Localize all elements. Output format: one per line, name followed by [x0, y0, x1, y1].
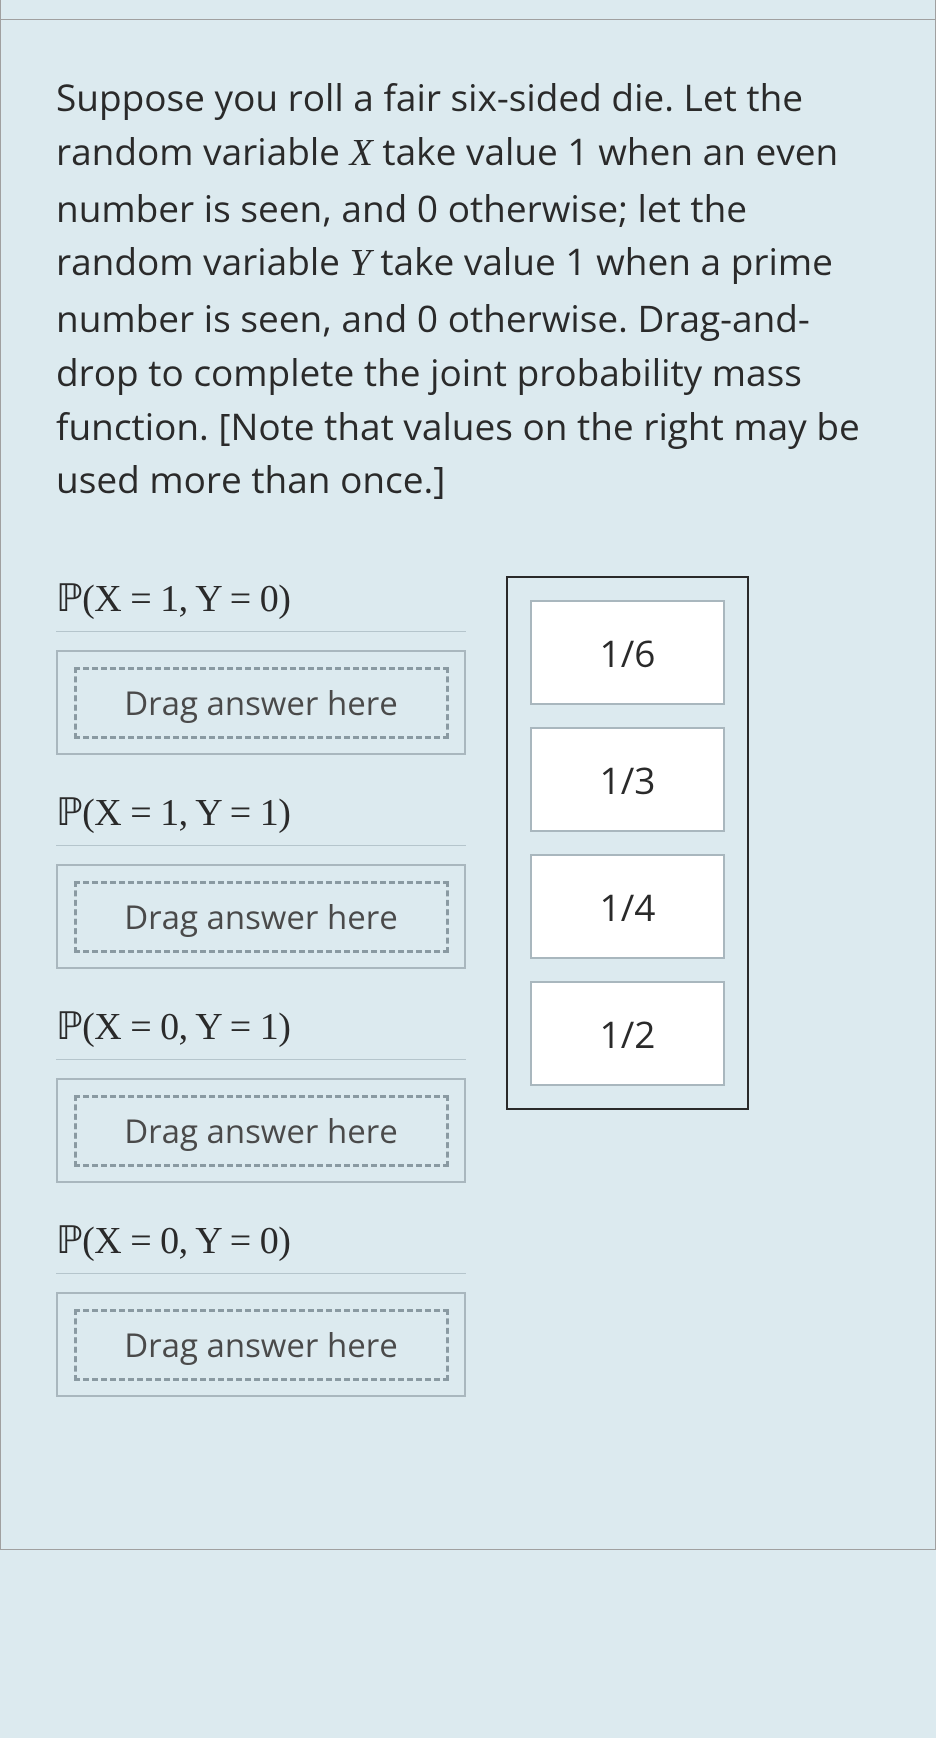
- dropzone-placeholder-3: Drag answer here: [74, 1309, 449, 1381]
- content-row: ℙ(X = 1, Y = 0) Drag answer here ℙ(X = 1…: [56, 576, 880, 1432]
- dropzone-label-0: ℙ(X = 1, Y = 0): [56, 576, 466, 632]
- dropzone-0[interactable]: Drag answer here: [56, 650, 466, 755]
- answer-chip-3[interactable]: 1/2: [530, 981, 725, 1086]
- answer-chip-0[interactable]: 1/6: [530, 600, 725, 705]
- answer-chip-1[interactable]: 1/3: [530, 727, 725, 832]
- dropzone-placeholder-1: Drag answer here: [74, 881, 449, 953]
- variable-x: X: [350, 132, 373, 174]
- dropzone-group-2: ℙ(X = 0, Y = 1) Drag answer here: [56, 1004, 466, 1183]
- dropzone-group-1: ℙ(X = 1, Y = 1) Drag answer here: [56, 790, 466, 969]
- dropzone-placeholder-0: Drag answer here: [74, 667, 449, 739]
- answer-chip-2[interactable]: 1/4: [530, 854, 725, 959]
- answers-panel: 1/6 1/3 1/4 1/2: [506, 576, 749, 1110]
- panel-top-left-border: [0, 0, 180, 20]
- question-panel: Suppose you roll a fair six-sided die. L…: [0, 20, 936, 1550]
- dropzone-group-3: ℙ(X = 0, Y = 0) Drag answer here: [56, 1218, 466, 1397]
- panel-top-right-border: [180, 0, 936, 20]
- question-text: Suppose you roll a fair six-sided die. L…: [56, 70, 880, 506]
- dropzone-2[interactable]: Drag answer here: [56, 1078, 466, 1183]
- dropzone-placeholder-2: Drag answer here: [74, 1095, 449, 1167]
- dropzone-3[interactable]: Drag answer here: [56, 1292, 466, 1397]
- dropzone-label-1: ℙ(X = 1, Y = 1): [56, 790, 466, 846]
- dropzone-1[interactable]: Drag answer here: [56, 864, 466, 969]
- dropzone-label-3: ℙ(X = 0, Y = 0): [56, 1218, 466, 1274]
- dropzone-label-2: ℙ(X = 0, Y = 1): [56, 1004, 466, 1060]
- variable-y: Y: [350, 242, 371, 284]
- dropzones-column: ℙ(X = 1, Y = 0) Drag answer here ℙ(X = 1…: [56, 576, 466, 1432]
- dropzone-group-0: ℙ(X = 1, Y = 0) Drag answer here: [56, 576, 466, 755]
